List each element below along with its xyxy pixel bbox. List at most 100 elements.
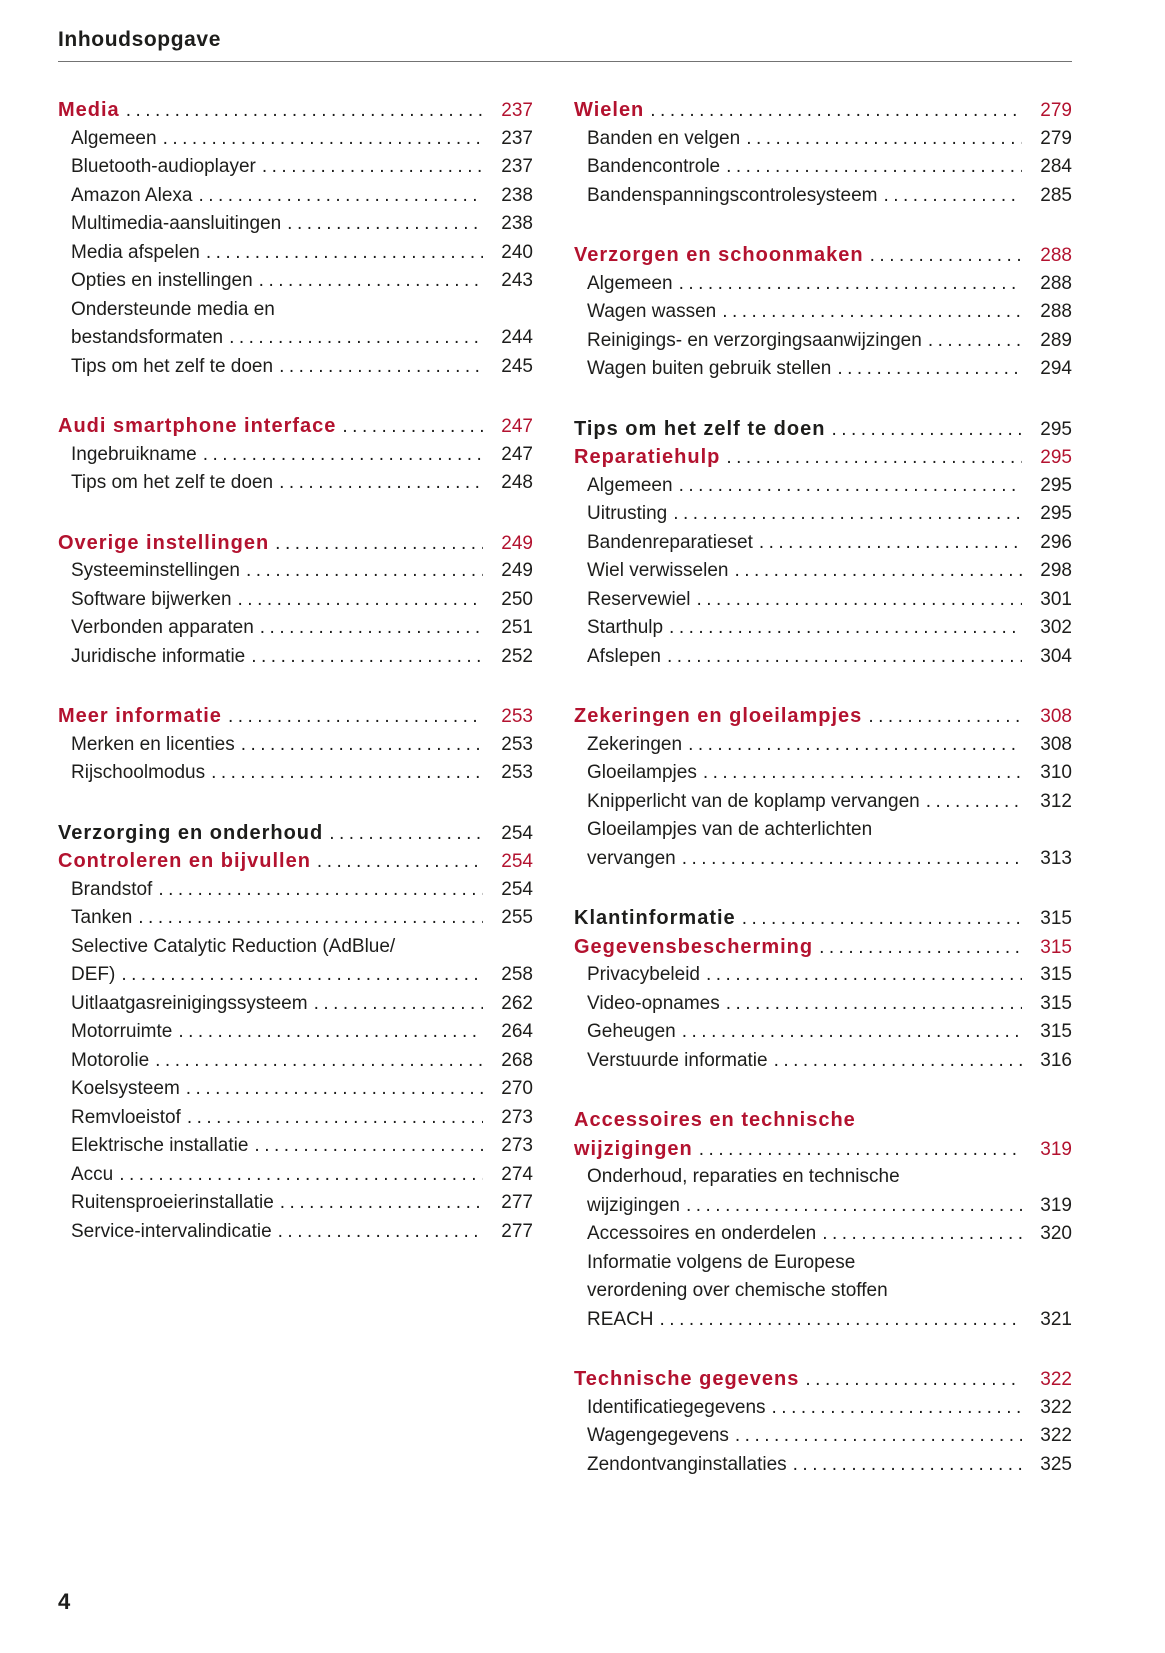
toc-entry-page: 270 bbox=[501, 1078, 533, 1099]
toc-entry-line: REACH 321 bbox=[574, 1306, 1072, 1335]
toc-block: Media237Algemeen237Bluetooth-audioplayer… bbox=[58, 96, 533, 381]
toc-entry-line: Controleren en bijvullen 254 bbox=[58, 847, 533, 876]
toc-entry-page: 288 bbox=[1040, 301, 1072, 322]
toc-entry-line: verordening over chemische stoffen bbox=[574, 1277, 1072, 1306]
toc-entry-page: 313 bbox=[1040, 847, 1072, 869]
dot-leader bbox=[203, 444, 483, 466]
toc-entry-label: Remvloeistof bbox=[71, 1106, 181, 1128]
toc-entry-page: 254 bbox=[501, 878, 533, 900]
toc-entry-page: 255 bbox=[501, 907, 533, 928]
dot-leader bbox=[870, 245, 1022, 267]
toc-entry-line: Accessoires en onderdelen 320 bbox=[574, 1220, 1072, 1249]
toc-entry-line: Zekeringen 308 bbox=[574, 731, 1072, 760]
toc-entry-line: Verstuurde informatie 316 bbox=[574, 1047, 1072, 1076]
page-header: Inhoudsopgave bbox=[58, 28, 1072, 62]
dot-leader bbox=[688, 734, 1022, 756]
toc-entry-label: Selective Catalytic Reduction (AdBlue/ bbox=[71, 935, 396, 957]
toc-entry-line: Bandenreparatieset 296 bbox=[574, 529, 1072, 558]
toc-entry-line: Rijschoolmodus 253 bbox=[58, 759, 533, 788]
toc-entry-label: Technische gegevens bbox=[574, 1368, 800, 1390]
toc-columns: Media237Algemeen237Bluetooth-audioplayer… bbox=[58, 96, 1072, 1479]
dot-leader bbox=[682, 1021, 1022, 1043]
toc-entry-label: REACH bbox=[587, 1308, 654, 1330]
dot-leader bbox=[246, 560, 483, 582]
toc-entry-page: 243 bbox=[501, 270, 533, 291]
toc-entry-label: Bandenreparatieset bbox=[587, 531, 753, 553]
toc-entry-page: 289 bbox=[1040, 329, 1072, 351]
toc-entry-line: Zendontvanginstallaties 325 bbox=[574, 1451, 1072, 1480]
toc-entry-label: Ruitensproeierinstallatie bbox=[71, 1192, 274, 1213]
dot-leader bbox=[262, 156, 483, 178]
toc-entry-line: Klantinformatie 315 bbox=[574, 904, 1072, 933]
toc-entry-label: Multimedia-aansluitingen bbox=[71, 213, 282, 234]
toc-entry-label: Afslepen bbox=[587, 645, 661, 667]
toc-entry-line: Wagen wassen 288 bbox=[574, 298, 1072, 327]
toc-entry-line: Bluetooth-audioplayer 237 bbox=[58, 153, 533, 182]
page-number: 4 bbox=[58, 1589, 71, 1614]
dot-leader bbox=[703, 762, 1022, 784]
toc-entry-label: Verbonden apparaten bbox=[71, 617, 254, 638]
toc-entry-page: 277 bbox=[501, 1192, 533, 1213]
toc-block: Verzorgen en schoonmaken288Algemeen288Wa… bbox=[574, 241, 1072, 384]
toc-entry-line: Uitlaatgasreinigingssysteem 262 bbox=[58, 990, 533, 1019]
toc-entry-label: Koelsysteem bbox=[71, 1078, 180, 1099]
toc-entry-page: 315 bbox=[1040, 992, 1072, 1014]
toc-entry-page: 295 bbox=[1040, 503, 1072, 524]
dot-leader bbox=[650, 100, 1022, 122]
toc-entry-line: wijzigingen 319 bbox=[574, 1192, 1072, 1221]
dot-leader bbox=[287, 213, 483, 235]
toc-entry-label: Video-opnames bbox=[587, 992, 720, 1014]
toc-entry-label: bestandsformaten bbox=[71, 327, 224, 348]
dot-leader bbox=[759, 532, 1022, 554]
toc-block: Tips om het zelf te doen295Reparatiehulp… bbox=[574, 415, 1072, 672]
toc-entry-line: Wagengegevens 322 bbox=[574, 1422, 1072, 1451]
toc-entry-page: 295 bbox=[1040, 447, 1072, 468]
toc-entry-page: 302 bbox=[1040, 617, 1072, 638]
toc-entry-page: 301 bbox=[1040, 588, 1072, 610]
toc-entry-line: Privacybeleid 315 bbox=[574, 961, 1072, 990]
dot-leader bbox=[251, 646, 483, 668]
toc-entry-page: 249 bbox=[501, 532, 533, 554]
dot-leader bbox=[158, 879, 483, 901]
toc-entry-label: Informatie volgens de Europese bbox=[587, 1251, 856, 1273]
toc-entry-line: Systeeminstellingen 249 bbox=[58, 557, 533, 586]
toc-entry-line: Selective Catalytic Reduction (AdBlue/ bbox=[58, 933, 533, 962]
toc-entry-line: Opties en instellingen 243 bbox=[58, 267, 533, 296]
toc-entry-page: 322 bbox=[1040, 1396, 1072, 1418]
toc-entry-page: 294 bbox=[1040, 358, 1072, 379]
dot-leader bbox=[121, 964, 483, 986]
toc-entry-line: DEF) 258 bbox=[58, 961, 533, 990]
toc-entry-label: Knipperlicht van de koplamp vervangen bbox=[587, 790, 920, 812]
toc-entry-page: 315 bbox=[1040, 1021, 1072, 1042]
toc-entry-label: Meer informatie bbox=[58, 705, 222, 727]
toc-entry-label: Elektrische installatie bbox=[71, 1135, 249, 1156]
toc-entry-label: Motorruimte bbox=[71, 1021, 173, 1042]
toc-entry-line: Motorolie 268 bbox=[58, 1047, 533, 1076]
dot-leader bbox=[679, 273, 1022, 295]
toc-entry-page: 319 bbox=[1040, 1138, 1072, 1160]
dot-leader bbox=[254, 1135, 483, 1157]
dot-leader bbox=[831, 419, 1022, 441]
toc-entry-page: 244 bbox=[501, 327, 533, 348]
dot-leader bbox=[275, 533, 483, 555]
toc-column-left: Media237Algemeen237Bluetooth-audioplayer… bbox=[58, 96, 533, 1479]
toc-block: Meer informatie 253 Merken en licenties 253… bbox=[58, 702, 533, 788]
dot-leader bbox=[138, 907, 483, 929]
toc-entry-label: Audi smartphone interface bbox=[58, 415, 337, 437]
dot-leader bbox=[883, 185, 1022, 207]
dot-leader bbox=[660, 1309, 1022, 1331]
toc-entry-label: Overige instellingen bbox=[58, 531, 270, 554]
toc-entry-page: 279 bbox=[1040, 127, 1072, 149]
toc-entry-label: Bandenspanningscontrolesysteem bbox=[587, 184, 878, 206]
dot-leader bbox=[211, 762, 483, 784]
toc-entry-line: Starthulp 302 bbox=[574, 614, 1072, 643]
toc-entry-page: 288 bbox=[1040, 245, 1072, 266]
toc-entry-line: Media afspelen 240 bbox=[58, 239, 533, 268]
dot-leader bbox=[926, 791, 1022, 813]
toc-entry-page: 253 bbox=[501, 706, 533, 727]
toc-entry-page: 277 bbox=[501, 1220, 533, 1242]
toc-entry-label: Verstuurde informatie bbox=[587, 1049, 768, 1071]
toc-entry-page: 251 bbox=[501, 617, 533, 638]
toc-entry-line: Meer informatie 253 bbox=[58, 702, 533, 731]
dot-leader bbox=[119, 1164, 483, 1186]
